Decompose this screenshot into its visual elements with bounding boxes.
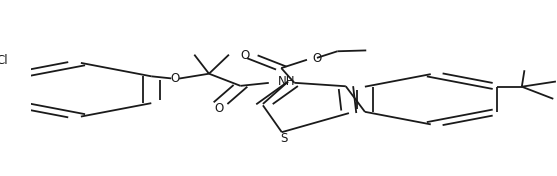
Text: O: O — [170, 72, 179, 85]
Text: O: O — [312, 52, 321, 65]
Text: Cl: Cl — [0, 54, 8, 67]
Text: O: O — [214, 102, 223, 115]
Text: S: S — [281, 132, 288, 145]
Text: O: O — [241, 49, 250, 62]
Text: NH: NH — [278, 75, 296, 88]
